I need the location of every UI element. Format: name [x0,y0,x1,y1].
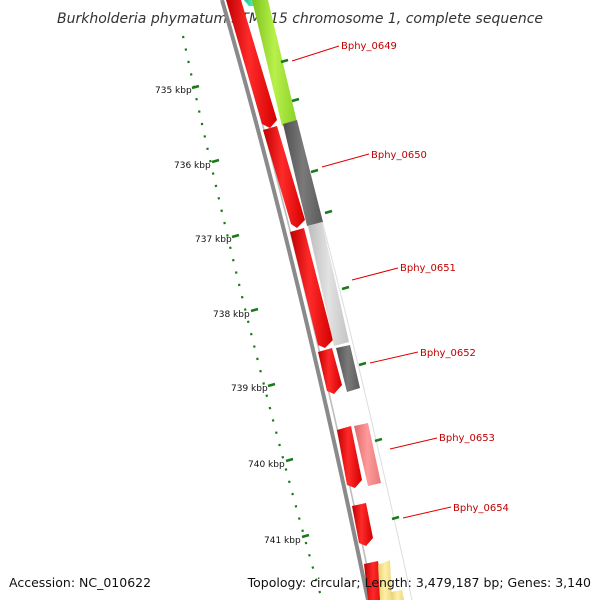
forward-feature-arrow [263,126,305,228]
tick-label-740: 740 kbp [248,460,285,470]
forward-feature-arrow [290,228,333,348]
gene-feature-bphy-0653 [354,423,381,486]
tick-mark [250,307,259,313]
leader-line-bphy-0649 [291,45,340,62]
forward-feature-arrow [337,426,362,488]
tick-label-737: 737 kbp [195,235,232,245]
anchor-marker [291,97,300,103]
anchor-marker [391,515,400,521]
anchor-marker [310,168,319,174]
forward-feature-arrow [226,0,277,128]
gene-label-bphy-0651[interactable]: Bphy_0651 [400,263,456,274]
tick-mark [211,158,220,164]
anchor-marker [341,285,350,291]
gene-label-bphy-0652[interactable]: Bphy_0652 [420,348,476,359]
tick-label-738: 738 kbp [213,310,250,320]
ruler-ticks: 735 kbp 736 kbp 737 kbp 738 kbp 739 kbp … [155,84,310,546]
leader-line-bphy-0653 [389,437,438,450]
sequence-summary-text: Topology: circular; Length: 3,479,187 bp… [247,575,591,590]
gene-labels: Bphy_0649 Bphy_0650 Bphy_0651 Bphy_0652 … [341,41,509,514]
gene-feature-yellow [378,560,392,600]
position-ruler [181,35,324,600]
anchor-marker [324,209,333,215]
tick-label-735: 735 kbp [155,86,192,96]
gene-feature-yellow [391,590,404,600]
map-title: Burkholderia phymatum STM815 chromosome … [57,11,543,27]
gene-label-bphy-0653[interactable]: Bphy_0653 [439,433,495,444]
gene-feature-bphy-0650 [283,120,323,226]
leader-line-bphy-0654 [402,506,452,519]
forward-feature-arrow [318,348,342,394]
gene-label-bphy-0650[interactable]: Bphy_0650 [371,150,427,161]
forward-feature-arrow [352,503,373,546]
anchor-marker [358,361,367,367]
tick-mark [231,233,240,239]
tick-label-739: 739 kbp [231,384,268,394]
anchor-marker [280,58,289,64]
gene-feature-bphy-0649 [252,0,297,126]
backbone-line [220,0,370,600]
tick-label-741: 741 kbp [264,536,301,546]
label-leader-lines [291,45,452,519]
leader-line-bphy-0650 [321,153,370,168]
leader-line-bphy-0651 [351,267,399,281]
gene-label-bphy-0654[interactable]: Bphy_0654 [453,503,509,514]
leader-line-bphy-0652 [369,351,419,364]
forward-strand-features [226,0,384,600]
label-anchor-markers [280,58,400,521]
tick-mark [301,533,310,539]
tick-mark [285,457,294,463]
anchor-marker [374,437,383,443]
tick-mark [191,84,200,90]
tick-label-736: 736 kbp [174,161,211,171]
gene-features [244,0,404,600]
gene-feature-bphy-0651 [308,222,349,346]
tick-mark [267,382,276,388]
gene-label-bphy-0649[interactable]: Bphy_0649 [341,41,397,52]
gene-feature-bphy-0652 [336,345,360,392]
accession-text: Accession: NC_010622 [9,575,151,590]
